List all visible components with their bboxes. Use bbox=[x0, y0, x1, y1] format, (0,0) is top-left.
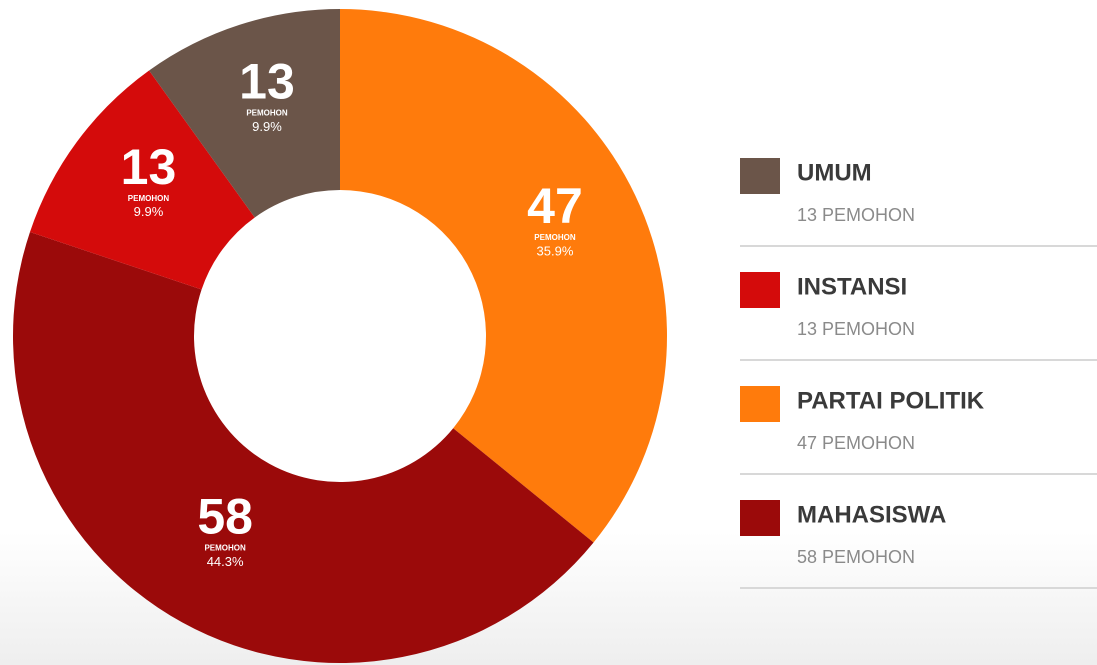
slice-percent-label: 35.9% bbox=[537, 243, 574, 258]
slice-percent-label: 44.3% bbox=[207, 554, 244, 569]
donut-slice bbox=[149, 8, 340, 218]
slice-value-label: 58 bbox=[197, 489, 253, 545]
slice-percent-label: 9.9% bbox=[134, 204, 164, 219]
legend-count: 47 PEMOHON bbox=[797, 433, 915, 453]
slice-unit-label: PEMOHON bbox=[246, 109, 288, 118]
slice-value-label: 13 bbox=[239, 54, 295, 110]
legend-name: PARTAI POLITIK bbox=[797, 387, 985, 414]
slice-unit-label: PEMOHON bbox=[534, 233, 576, 242]
slice-value-label: 13 bbox=[121, 139, 177, 195]
legend-count: 58 PEMOHON bbox=[797, 547, 915, 567]
legend-count: 13 PEMOHON bbox=[797, 205, 915, 225]
legend-count: 13 PEMOHON bbox=[797, 319, 915, 339]
slice-percent-label: 9.9% bbox=[252, 119, 282, 134]
legend-name: MAHASISWA bbox=[797, 501, 946, 528]
legend-name: UMUM bbox=[797, 159, 872, 186]
slice-unit-label: PEMOHON bbox=[128, 194, 170, 203]
donut-slice bbox=[12, 231, 594, 664]
donut-slice bbox=[29, 70, 255, 290]
legend-swatch bbox=[740, 158, 780, 194]
slice-value-label: 47 bbox=[527, 178, 583, 234]
legend-name: INSTANSI bbox=[797, 273, 907, 300]
donut-slice bbox=[340, 9, 668, 543]
legend-swatch bbox=[740, 272, 780, 308]
legend-swatch bbox=[740, 500, 780, 536]
legend-swatch bbox=[740, 386, 780, 422]
slice-unit-label: PEMOHON bbox=[204, 544, 246, 553]
